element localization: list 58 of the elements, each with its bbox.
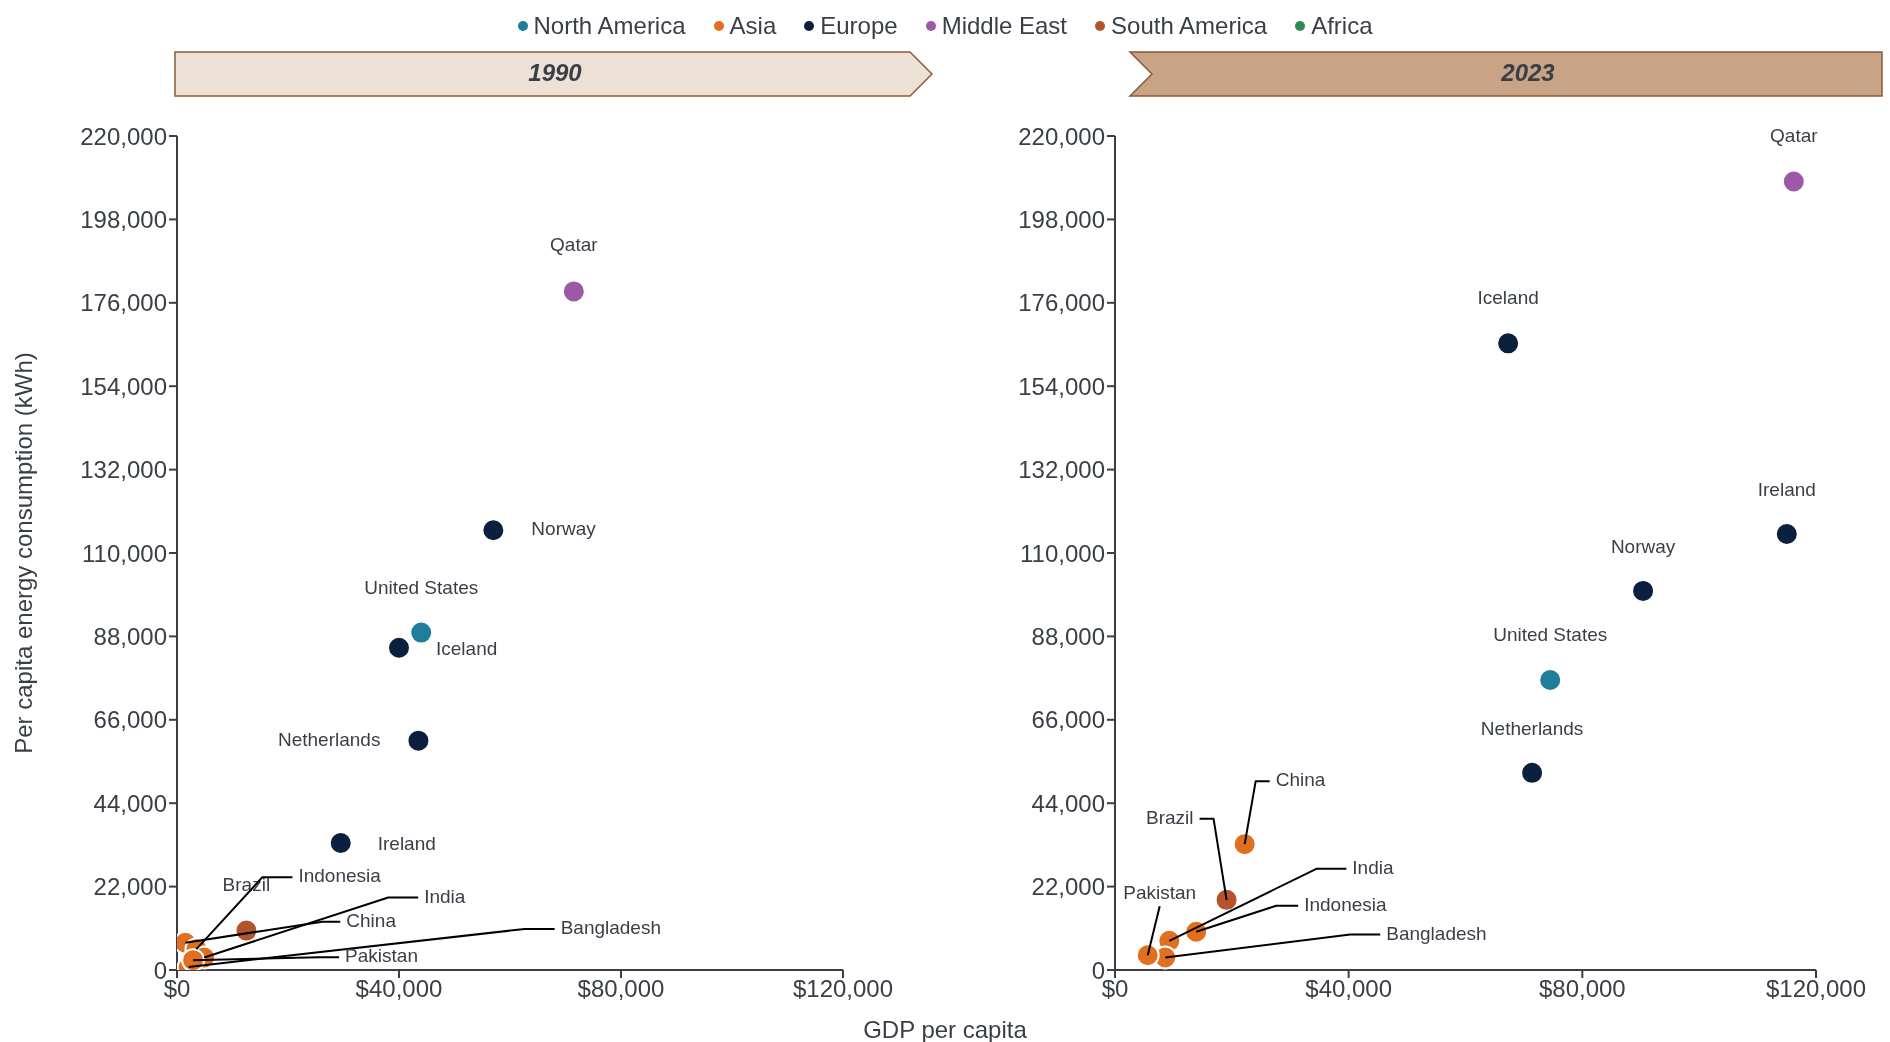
y-tick-label: 220,000 [80, 122, 167, 150]
x-tick-label: $40,000 [1305, 975, 1393, 1003]
annotation: China [1275, 769, 1326, 791]
annotation: United States [364, 576, 479, 598]
annotation: Netherlands [277, 728, 381, 750]
legend-label: Africa [1311, 12, 1373, 40]
legend-label: Europe [820, 12, 898, 40]
annotation: Ireland [377, 833, 436, 855]
y-tick-label: 198,000 [1018, 205, 1105, 233]
y-tick-label: 132,000 [1018, 456, 1105, 484]
y-tick-label: 198,000 [80, 205, 167, 233]
y-tick-label: 66,000 [93, 706, 167, 734]
annotation: Netherlands [1480, 717, 1584, 739]
annotation: Bangladesh [1386, 922, 1487, 944]
y-tick-label: 88,000 [1031, 622, 1105, 650]
y-tick-label: 110,000 [1020, 539, 1105, 567]
annotation: India [1352, 856, 1394, 878]
annotation: China [346, 909, 397, 931]
annotation: Qatar [550, 234, 599, 256]
y-tick-label: 66,000 [1031, 706, 1105, 734]
y-axis-title: Per capita energy consumption (kWh) [10, 352, 37, 754]
y-tick-label: 176,000 [1018, 289, 1105, 317]
annotation: India [424, 885, 466, 907]
annotation: Pakistan [1123, 882, 1197, 904]
legend-label: South America [1111, 12, 1268, 40]
annotation: Indonesia [298, 865, 382, 887]
y-tick-label: 176,000 [80, 289, 167, 317]
annotation: Brazil [1146, 806, 1194, 828]
annotation: Ireland [1757, 479, 1816, 501]
annotation: Norway [1610, 535, 1676, 557]
chart-title: 2023 [1500, 59, 1556, 87]
x-tick-label: $40,000 [355, 975, 443, 1003]
annotation: Norway [531, 518, 597, 540]
annotation: Iceland [1477, 287, 1539, 309]
x-tick-label: $80,000 [577, 975, 665, 1003]
annotation: Pakistan [345, 945, 418, 967]
legend-label: Middle East [941, 12, 1068, 40]
y-tick-label: 110,000 [82, 539, 167, 567]
y-tick-label: 22,000 [1031, 873, 1105, 901]
annotation: United States [1493, 624, 1608, 646]
y-tick-label: 154,000 [80, 372, 167, 400]
annotation: Bangladesh [560, 916, 662, 938]
y-tick-label: 154,000 [1018, 372, 1105, 400]
y-tick-label: 22,000 [93, 873, 167, 901]
legend-label: Asia [729, 12, 777, 40]
x-tick-label: $80,000 [1538, 975, 1626, 1003]
x-tick-label: $120,000 [792, 975, 894, 1003]
y-tick-label: 44,000 [1031, 789, 1105, 817]
y-tick-label: 132,000 [80, 456, 167, 484]
legend-label: North America [533, 12, 686, 40]
annotation: Indonesia [1304, 893, 1388, 915]
y-tick-label: 44,000 [93, 789, 167, 817]
chart-title: 1990 [528, 59, 583, 87]
x-tick-label: $120,000 [1765, 975, 1867, 1003]
annotation: Iceland [436, 637, 498, 659]
y-tick-label: 220,000 [1018, 122, 1105, 150]
y-tick-label: 88,000 [93, 622, 167, 650]
annotation: Qatar [1770, 124, 1819, 146]
